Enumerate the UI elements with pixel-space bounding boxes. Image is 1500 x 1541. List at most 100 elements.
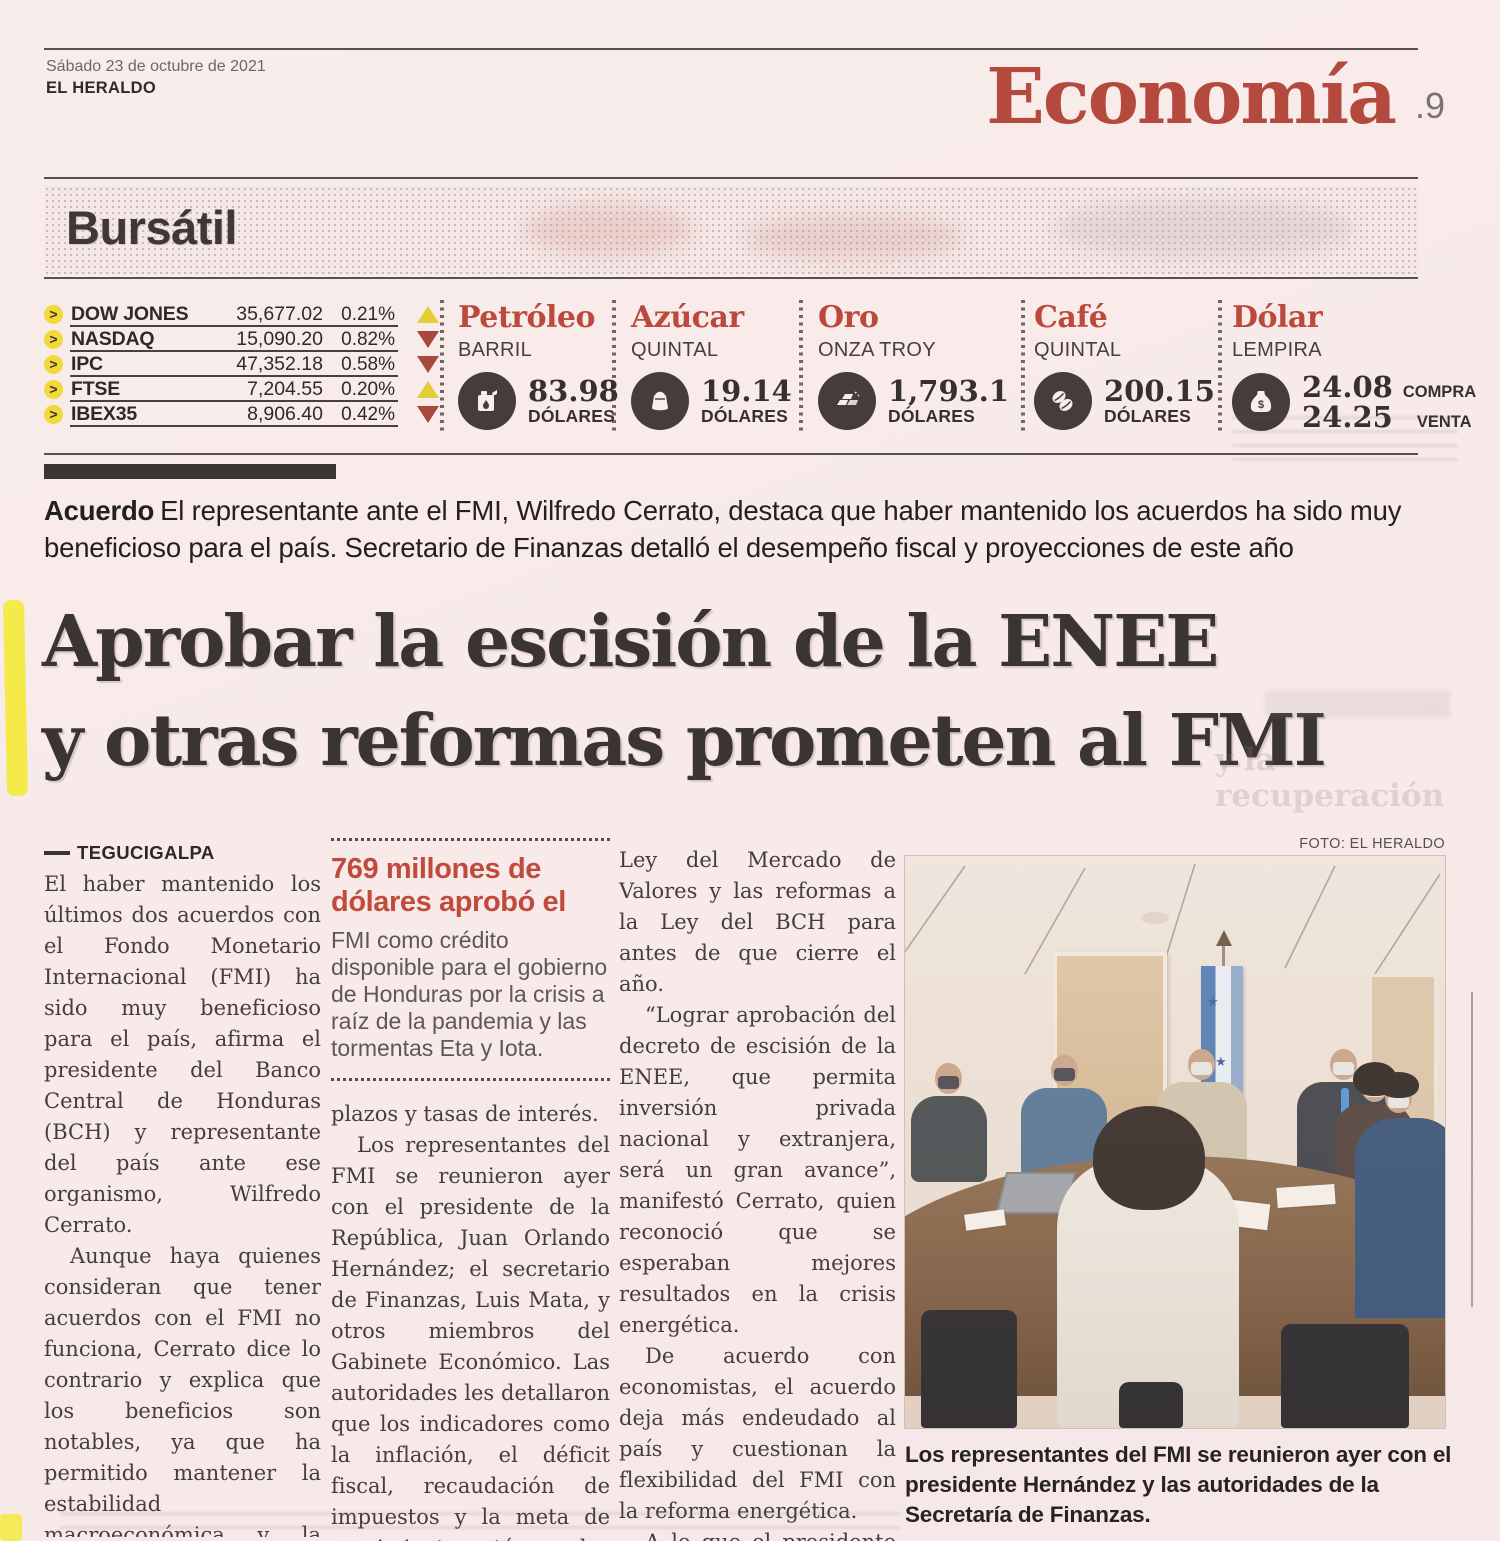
pull-quote: 769 millones de dólares aprobó el FMI co… bbox=[331, 838, 610, 1081]
index-value: 8,906.40 bbox=[247, 403, 323, 425]
down-triangle-icon bbox=[417, 356, 439, 373]
chevron-bullet-icon: > bbox=[44, 355, 63, 374]
dotted-divider bbox=[612, 300, 616, 432]
band-title: Bursátil bbox=[66, 201, 238, 254]
dotted-divider bbox=[1021, 300, 1025, 432]
commodity-currency: DÓLARES bbox=[528, 405, 615, 426]
commodity-value: 19.14 bbox=[701, 373, 792, 408]
paragraph: Los representantes del FMI se reunieron … bbox=[331, 1133, 610, 1541]
photo-credit: FOTO: EL HERALDO bbox=[1299, 836, 1445, 852]
deck: Acuerdo El representante ante el FMI, Wil… bbox=[44, 492, 1448, 566]
chevron-bullet-icon: > bbox=[44, 330, 63, 349]
paragraph: Ley del Mercado de Valores y las reforma… bbox=[619, 848, 896, 996]
index-value: 47,352.18 bbox=[236, 353, 323, 375]
commodity-cafe: Café QUINTAL 200.15 DÓLARES bbox=[1034, 300, 1215, 430]
fx-sell-value: 24.25 bbox=[1302, 400, 1393, 434]
papers bbox=[1276, 1184, 1336, 1208]
commodity-unit: QUINTAL bbox=[1034, 339, 1122, 361]
section-title: Economía bbox=[986, 52, 1397, 142]
top-rule bbox=[44, 48, 1418, 50]
sugar-sack-icon bbox=[631, 372, 689, 430]
svg-text:$: $ bbox=[1258, 399, 1264, 411]
page-number: .9 bbox=[1414, 85, 1445, 126]
photo-caption: Los representantes del FMI se reunieron … bbox=[905, 1442, 1452, 1527]
index-name: IPC bbox=[71, 353, 103, 375]
bleed-blob bbox=[744, 214, 964, 260]
index-value: 15,090.20 bbox=[236, 328, 323, 350]
commodity-value: 200.15 bbox=[1104, 373, 1215, 408]
bleed-text-lines bbox=[1232, 416, 1458, 468]
flag-star: ★ bbox=[1215, 1054, 1227, 1069]
bleed-blob bbox=[524, 204, 694, 256]
article-column-3: Ley del Mercado de Valores y las reforma… bbox=[619, 845, 896, 1541]
article-column-1: El haber mantenido los últimos dos acuer… bbox=[44, 869, 321, 1537]
paragraph: plazos y tasas de interés. bbox=[331, 1102, 599, 1126]
index-name: DOW JONES bbox=[71, 303, 189, 325]
commodity-name: Café bbox=[1034, 300, 1108, 335]
money-bag-icon: $ bbox=[1232, 373, 1290, 431]
commodity-name: Oro bbox=[818, 300, 879, 335]
table-row: > NASDAQ 15,090.20 0.82% bbox=[44, 327, 440, 352]
deck-rule bbox=[44, 453, 1418, 455]
commodity-unit: QUINTAL bbox=[631, 339, 719, 361]
deck-bar bbox=[44, 464, 336, 479]
stock-index-table: > DOW JONES 35,677.02 0.21% > NASDAQ 15,… bbox=[44, 302, 440, 427]
highlighter-smudge bbox=[0, 1514, 22, 1541]
index-change: 0.42% bbox=[341, 403, 395, 425]
up-triangle-icon bbox=[417, 381, 439, 398]
commodity-value: 83.98 bbox=[528, 373, 619, 408]
index-change: 0.82% bbox=[341, 328, 395, 350]
oil-can-icon bbox=[458, 372, 516, 430]
pull-quote-text: FMI como crédito disponible para el gobi… bbox=[331, 927, 608, 1061]
commodity-petroleo: Petróleo BARRIL 83.98 DÓLARES bbox=[458, 300, 619, 430]
row-rule bbox=[70, 375, 398, 377]
bursatil-band: Bursátil bbox=[44, 186, 1418, 274]
index-value: 7,204.55 bbox=[247, 378, 323, 400]
header-rule bbox=[44, 177, 1418, 179]
row-rule bbox=[70, 425, 398, 427]
headline: Aprobar la escisión de la ENEE y otras r… bbox=[42, 592, 1472, 790]
paragraph-text: A lo que el presidente del BCH respondió… bbox=[619, 1530, 896, 1541]
paragraph: A lo que el presidente del BCH respondió… bbox=[619, 1527, 896, 1541]
paragraph: Aunque haya quienes consideran que tener… bbox=[44, 1244, 321, 1537]
article-column-2: 769 millones de dólares aprobó el FMI co… bbox=[331, 838, 610, 1541]
band-bottom-rule bbox=[44, 277, 1418, 279]
dateline-text: TEGUCIGALPA bbox=[77, 842, 215, 863]
index-name: FTSE bbox=[71, 378, 121, 400]
up-triangle-icon bbox=[417, 306, 439, 323]
dateline: TEGUCIGALPA bbox=[44, 842, 215, 864]
commodity-value: 1,793.1 bbox=[888, 373, 1010, 408]
row-rule bbox=[70, 325, 398, 327]
table-row: > IBEX35 8,906.40 0.42% bbox=[44, 402, 440, 427]
chevron-bullet-icon: > bbox=[44, 380, 63, 399]
headline-line2: y otras reformas prometen al FMI bbox=[42, 698, 1327, 782]
chevron-bullet-icon: > bbox=[44, 405, 63, 424]
gold-bars-icon bbox=[818, 372, 876, 430]
table-row: > IPC 47,352.18 0.58% bbox=[44, 352, 440, 377]
bleed-bar bbox=[1265, 690, 1450, 718]
commodity-currency: DÓLARES bbox=[701, 405, 788, 426]
person-silhouette bbox=[1355, 1072, 1445, 1318]
pull-quote-highlight: 769 millones de dólares aprobó el bbox=[331, 853, 566, 918]
index-change: 0.58% bbox=[341, 353, 395, 375]
paragraph: El haber mantenido los últimos dos acuer… bbox=[44, 872, 321, 1237]
chair bbox=[1281, 1324, 1409, 1428]
index-name: IBEX35 bbox=[71, 403, 138, 425]
row-rule bbox=[70, 400, 398, 402]
ceiling-lines bbox=[905, 863, 1441, 977]
commodity-name: Azúcar bbox=[631, 300, 744, 335]
row-rule bbox=[70, 350, 398, 352]
dotted-divider bbox=[799, 300, 803, 432]
chair bbox=[921, 1310, 1017, 1428]
bleed-blob bbox=[1054, 200, 1354, 258]
bleed-headline: y la recuperación bbox=[1215, 742, 1445, 814]
fx-name: Dólar bbox=[1232, 300, 1323, 335]
fx-unit: LEMPIRA bbox=[1232, 339, 1322, 361]
headline-line1: Aprobar la escisión de la ENEE bbox=[42, 599, 1219, 683]
index-value: 35,677.02 bbox=[236, 303, 323, 325]
fx-buy-label: COMPRA bbox=[1402, 383, 1477, 401]
coffee-beans-icon bbox=[1034, 372, 1092, 430]
person-silhouette bbox=[911, 1063, 987, 1182]
fx-sell-label: VENTA bbox=[1416, 413, 1472, 431]
